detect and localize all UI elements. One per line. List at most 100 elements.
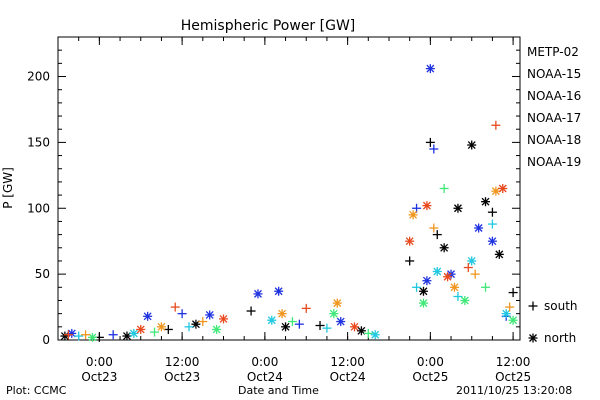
x-tick-label-date: Oct25 xyxy=(412,370,448,384)
y-tick-label: 100 xyxy=(27,201,50,215)
x-tick-label-date: Oct24 xyxy=(247,370,283,384)
south-point-marker xyxy=(81,330,91,340)
south-point-marker xyxy=(315,321,325,331)
north-point-marker xyxy=(350,322,360,332)
marker-legend: south north xyxy=(528,299,578,345)
south-marker-legend xyxy=(528,301,538,311)
y-tick-label: 200 xyxy=(27,70,50,84)
series-noaa-15 xyxy=(67,64,511,340)
south-point-marker xyxy=(363,328,373,338)
north-point-marker xyxy=(143,311,153,321)
north-point-marker xyxy=(432,266,442,276)
north-point-marker xyxy=(439,243,449,253)
north-point-marker xyxy=(443,272,453,282)
chart-title: Hemispheric Power [GW] xyxy=(181,18,356,34)
south-point-marker xyxy=(491,120,501,130)
timestamp: 2011/10/25 13:20:08 xyxy=(456,384,573,397)
legend-entry: NOAA-16 xyxy=(527,89,581,103)
x-tick-label-time: 12:00 xyxy=(496,355,531,369)
north-point-marker xyxy=(267,315,277,325)
north-point-marker xyxy=(474,223,484,233)
south-point-marker xyxy=(487,219,497,229)
series-metp-02 xyxy=(60,137,518,342)
north-point-marker xyxy=(481,197,491,207)
south-point-marker xyxy=(429,223,439,233)
north-point-marker xyxy=(491,186,501,196)
legend-entry: NOAA-17 xyxy=(527,111,581,125)
y-tick-label: 150 xyxy=(27,135,50,149)
north-point-marker xyxy=(467,256,477,266)
south-point-marker xyxy=(412,282,422,292)
north-point-marker xyxy=(156,322,166,332)
south-point-marker xyxy=(63,330,73,340)
south-point-marker xyxy=(412,203,422,213)
south-point-marker xyxy=(287,317,297,327)
north-marker-legend xyxy=(528,333,538,343)
y-tick-label: 0 xyxy=(42,333,50,347)
south-point-marker xyxy=(294,319,304,329)
north-point-marker xyxy=(129,328,139,338)
north-point-marker xyxy=(467,140,477,150)
data-points xyxy=(60,64,518,342)
south-point-marker xyxy=(453,292,463,302)
south-point-marker xyxy=(429,144,439,154)
legend-entry: NOAA-18 xyxy=(527,133,581,147)
legend-entry: NOAA-19 xyxy=(527,155,581,169)
north-point-marker xyxy=(281,322,291,332)
north-point-marker xyxy=(356,326,366,336)
south-point-marker xyxy=(177,309,187,319)
x-tick-label-date: Oct23 xyxy=(81,370,117,384)
marker-legend-label: north xyxy=(544,331,576,345)
south-point-marker xyxy=(170,302,180,312)
legend: METP-02 NOAA-15 NOAA-16 NOAA-17 NOAA-18 NOAA-… xyxy=(527,45,581,169)
north-point-marker xyxy=(87,332,97,342)
legend-entry: NOAA-15 xyxy=(527,67,581,81)
north-point-marker xyxy=(501,309,511,319)
x-tick-label-time: 12:00 xyxy=(165,355,200,369)
north-point-marker xyxy=(329,309,339,319)
south-point-marker xyxy=(432,230,442,240)
north-point-marker xyxy=(487,236,497,246)
y-tick-label: 50 xyxy=(35,267,50,281)
north-point-marker xyxy=(218,314,228,324)
south-point-marker xyxy=(108,330,118,340)
south-point-marker xyxy=(481,282,491,292)
north-point-marker xyxy=(191,319,201,329)
north-point-marker xyxy=(508,315,518,325)
south-point-marker xyxy=(301,303,311,313)
north-point-marker xyxy=(405,236,415,246)
x-axis-label: Date and Time xyxy=(238,384,319,397)
x-tick-label-time: 0:00 xyxy=(86,355,113,369)
south-point-marker xyxy=(470,269,480,279)
plot-frame xyxy=(57,36,521,341)
north-point-marker xyxy=(212,324,222,334)
north-point-marker xyxy=(370,330,380,340)
north-point-marker xyxy=(494,249,504,259)
x-axis-ticks: 0:00Oct2312:00Oct230:00Oct2412:00Oct240:… xyxy=(57,37,531,384)
south-point-marker xyxy=(487,207,497,217)
marker-legend-label: south xyxy=(544,299,578,313)
north-point-marker xyxy=(460,295,470,305)
north-point-marker xyxy=(422,201,432,211)
south-point-marker xyxy=(163,324,173,334)
north-point-marker xyxy=(274,286,284,296)
south-point-marker xyxy=(184,322,194,332)
south-point-marker xyxy=(150,327,160,337)
south-point-marker xyxy=(439,184,449,193)
x-tick-label-time: 0:00 xyxy=(251,355,278,369)
series-noaa-18 xyxy=(81,186,515,340)
x-tick-label-date: Oct24 xyxy=(330,370,366,384)
north-point-marker xyxy=(332,298,342,308)
south-point-marker xyxy=(508,288,518,298)
legend-entry: METP-02 xyxy=(527,45,579,59)
south-point-marker xyxy=(246,306,256,316)
x-tick-label-date: Oct25 xyxy=(495,370,531,384)
south-point-marker xyxy=(463,263,473,273)
north-point-marker xyxy=(277,309,287,319)
north-point-marker xyxy=(418,286,428,296)
series-noaa-17 xyxy=(87,184,518,342)
north-point-marker xyxy=(449,282,459,292)
south-point-marker xyxy=(405,256,415,266)
north-point-marker xyxy=(336,317,346,327)
